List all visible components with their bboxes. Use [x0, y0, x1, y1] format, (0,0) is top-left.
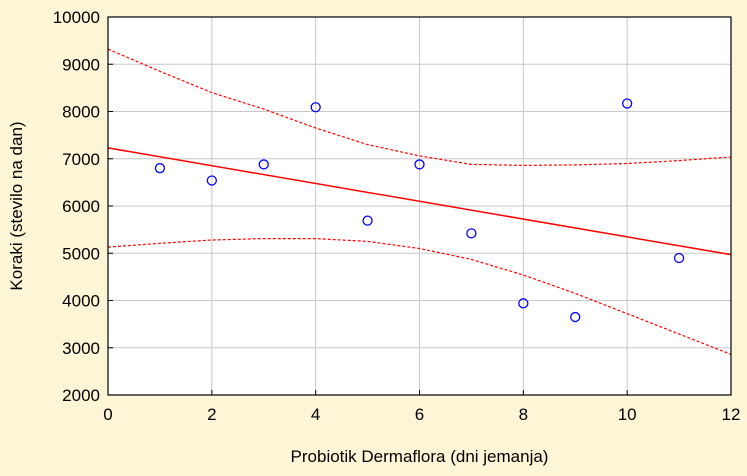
- y-tick-label: 2000: [62, 386, 100, 405]
- x-tick-labels: 0 2 4 6 8 10 12: [103, 390, 740, 424]
- y-tick-label: 8000: [62, 103, 100, 122]
- x-axis-label: Probiotik Dermaflora (dni jemanja): [291, 447, 549, 466]
- x-tick-label: 12: [722, 405, 741, 424]
- data-point: [570, 311, 581, 323]
- data-point: [310, 102, 321, 113]
- data-point: [466, 228, 477, 239]
- y-tick-label: 6000: [62, 197, 100, 216]
- regression-line-group: [107, 147, 732, 256]
- x-tick-label: 6: [415, 405, 424, 424]
- y-tick-label: 4000: [62, 292, 100, 311]
- x-tick-label: 4: [311, 405, 320, 424]
- data-point: [622, 98, 633, 109]
- y-tick-label: 10000: [53, 8, 100, 27]
- data-point: [673, 252, 685, 264]
- x-tick-label: 2: [207, 405, 216, 424]
- y-tick-label: 9000: [62, 55, 100, 74]
- data-point: [362, 215, 373, 226]
- confidence-band: [107, 48, 732, 355]
- y-tick-label: 7000: [62, 150, 100, 169]
- confidence-upper-line: [107, 48, 732, 167]
- x-tick-label: 0: [103, 405, 112, 424]
- data-point: [518, 298, 529, 309]
- x-tick-label: 8: [519, 405, 528, 424]
- data-point: [414, 159, 425, 170]
- grid: [108, 17, 731, 395]
- y-axis-label: Koraki (stevilo na dan): [7, 121, 26, 290]
- data-points: [154, 98, 685, 323]
- confidence-lower-line: [107, 238, 732, 355]
- y-tick-label: 3000: [62, 339, 100, 358]
- y-tick-label: 5000: [62, 244, 100, 263]
- data-point: [258, 159, 269, 170]
- y-tick-labels: 2000 3000 4000 5000 6000 7000 8000 9000 10000: [53, 8, 113, 405]
- data-point: [154, 163, 166, 174]
- data-point: [206, 175, 217, 186]
- regression-line: [107, 147, 732, 256]
- x-tick-label: 10: [618, 405, 637, 424]
